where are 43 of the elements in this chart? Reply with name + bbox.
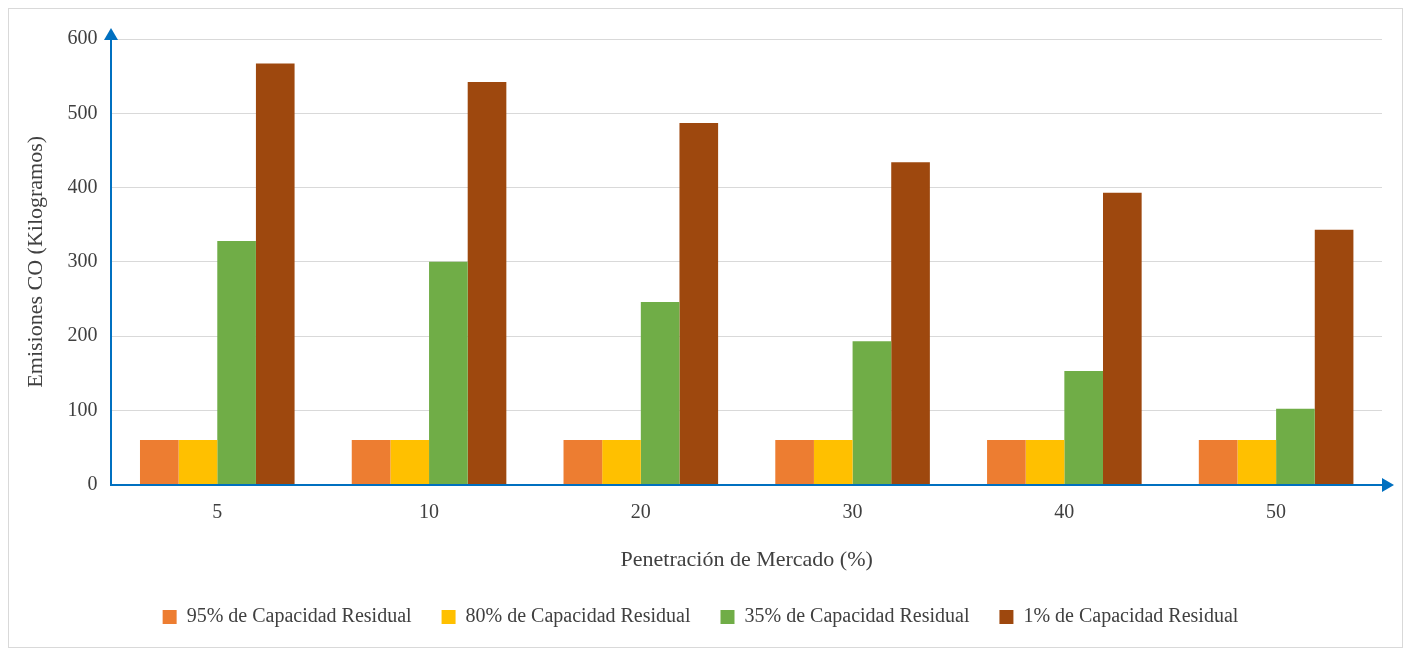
y-tick-label: 0	[87, 471, 98, 494]
bar	[775, 440, 814, 485]
bar	[1314, 229, 1354, 485]
bar	[255, 63, 295, 485]
x-tick-label: 40	[1054, 499, 1075, 522]
y-tick-label: 300	[67, 249, 98, 272]
bar	[602, 440, 641, 485]
bar	[987, 440, 1026, 485]
bar	[1064, 370, 1103, 485]
bar	[813, 440, 853, 485]
bar	[139, 440, 179, 485]
bar	[1237, 440, 1277, 485]
y-tick-label: 100	[67, 397, 98, 420]
legend-label: 80% de Capacidad Residual	[465, 604, 691, 628]
legend-label: 35% de Capacidad Residual	[744, 604, 970, 628]
x-axis-title: Penetración de Mercado (%)	[620, 545, 873, 571]
x-tick-label: 10	[419, 499, 440, 522]
bar	[891, 162, 930, 485]
x-tick-label: 50	[1266, 499, 1287, 522]
legend-label: 95% de Capacidad Residual	[186, 604, 413, 628]
bar	[178, 440, 218, 485]
bar	[351, 440, 391, 485]
y-tick-label: 600	[67, 26, 98, 49]
legend-label: 1% de Capacidad Residual	[1023, 604, 1239, 628]
x-tick-label: 5	[212, 499, 223, 522]
x-tick-label: 30	[842, 499, 863, 522]
bar	[563, 440, 603, 485]
bar	[217, 241, 256, 485]
bar	[467, 82, 507, 485]
bar	[1103, 192, 1142, 485]
bar	[640, 301, 680, 485]
x-tick-label: 20	[630, 499, 651, 522]
bar	[852, 341, 892, 485]
y-tick-label: 200	[67, 323, 98, 346]
bar	[390, 440, 430, 485]
bar	[429, 261, 468, 485]
bar	[1276, 408, 1315, 485]
y-tick-label: 400	[67, 174, 98, 197]
bar	[679, 122, 719, 485]
bar	[1198, 440, 1238, 485]
bar	[1025, 440, 1065, 485]
y-axis-title: Emisiones CO (Kilogramos)	[21, 135, 47, 388]
y-tick-label: 500	[67, 100, 98, 123]
